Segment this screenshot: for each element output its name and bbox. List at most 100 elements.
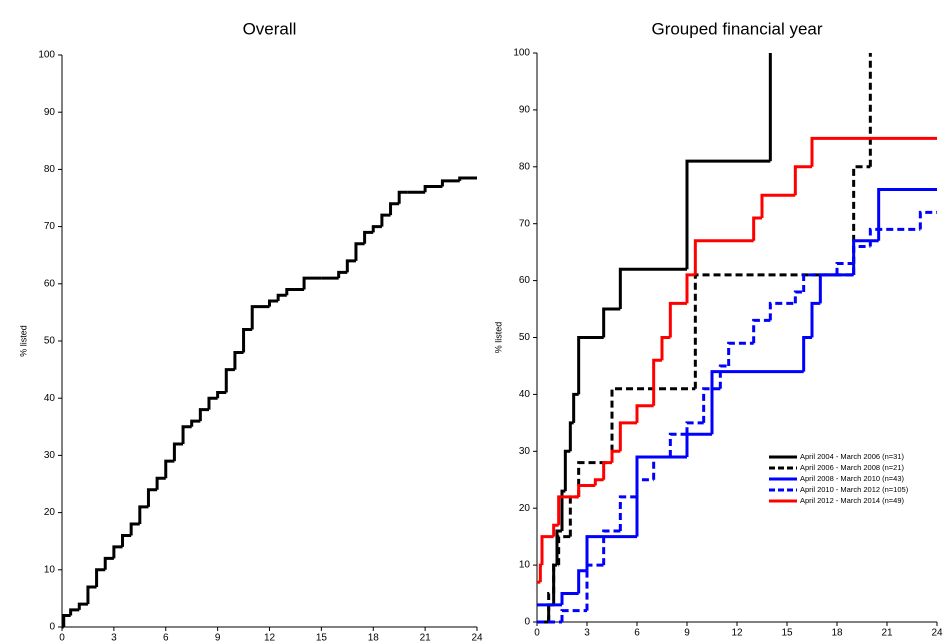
x-tick-label: 6 xyxy=(634,628,640,639)
step-segment xyxy=(685,432,712,457)
chart-title: Grouped financial year xyxy=(651,19,822,38)
x-tick-label: 9 xyxy=(215,633,221,642)
step-segment xyxy=(618,267,687,310)
step-segment xyxy=(577,569,587,594)
step-segment xyxy=(458,176,477,181)
step-segment xyxy=(668,301,687,338)
step-segment xyxy=(593,478,604,486)
y-tick-label: 30 xyxy=(519,446,531,457)
step-segment xyxy=(552,563,559,594)
y-tick-label: 40 xyxy=(519,389,531,400)
step-segment xyxy=(345,259,356,273)
step-segment xyxy=(354,242,365,261)
step-segment xyxy=(155,476,166,490)
step-segment xyxy=(190,419,201,427)
step-segment xyxy=(918,210,937,230)
step-segment xyxy=(635,478,654,497)
step-segment xyxy=(285,288,305,296)
y-tick-label: 40 xyxy=(44,393,56,404)
step-segment xyxy=(718,364,729,389)
step-segment xyxy=(793,165,812,196)
step-segment xyxy=(560,592,579,605)
y-tick-label: 50 xyxy=(519,332,531,343)
x-tick-label: 12 xyxy=(731,628,743,639)
step-segment xyxy=(103,556,114,570)
step-segment xyxy=(635,404,654,423)
step-segment xyxy=(337,270,348,279)
x-tick-label: 18 xyxy=(368,633,380,642)
step-segment xyxy=(768,301,796,321)
step-segment xyxy=(250,305,270,330)
step-segment xyxy=(793,290,804,304)
step-segment xyxy=(129,522,140,536)
step-segment xyxy=(371,225,382,233)
step-segment xyxy=(181,425,192,444)
step-segment xyxy=(618,421,637,452)
step-segment xyxy=(555,529,562,566)
step-segment xyxy=(693,239,737,275)
step-segment xyxy=(552,523,559,537)
y-axis-label: % listed xyxy=(18,325,28,357)
step-segment xyxy=(69,608,80,616)
x-tick-label: 3 xyxy=(111,633,117,642)
step-segment xyxy=(818,273,854,304)
legend-label: April 2010 - March 2012 (n=105) xyxy=(800,485,909,494)
y-tick-label: 20 xyxy=(519,503,531,514)
step-segment xyxy=(752,216,762,241)
step-segment xyxy=(380,213,391,227)
step-segment xyxy=(268,299,279,307)
step-segment xyxy=(660,336,671,361)
step-segment xyxy=(727,341,754,366)
step-segment xyxy=(710,370,804,435)
x-tick-label: 15 xyxy=(781,628,793,639)
x-tick-label: 12 xyxy=(264,633,276,642)
y-tick-label: 30 xyxy=(44,450,56,461)
step-segment xyxy=(557,535,571,566)
y-tick-label: 0 xyxy=(524,617,530,628)
step-segment xyxy=(852,239,879,275)
step-segment xyxy=(547,592,554,622)
step-segment xyxy=(233,350,244,370)
step-segment xyxy=(86,585,97,605)
legend-label: April 2006 - March 2008 (n=21) xyxy=(800,463,905,472)
step-segment xyxy=(198,408,209,422)
step-segment xyxy=(685,421,704,435)
step-segment xyxy=(164,459,175,479)
step-segment xyxy=(810,136,937,167)
y-tick-label: 20 xyxy=(44,507,56,518)
step-segment xyxy=(557,495,579,526)
y-tick-label: 100 xyxy=(513,48,530,59)
step-segment xyxy=(538,563,542,583)
step-segment xyxy=(121,533,132,547)
step-segment xyxy=(397,190,408,204)
step-segment xyxy=(835,262,854,275)
x-tick-label: 24 xyxy=(931,628,943,639)
step-segment xyxy=(440,179,460,187)
step-segment xyxy=(760,193,796,219)
step-segment xyxy=(585,563,604,611)
y-tick-label: 10 xyxy=(519,560,531,571)
y-tick-label: 60 xyxy=(44,278,56,289)
step-segment xyxy=(62,614,71,627)
step-segment xyxy=(540,535,554,566)
chart-title: Overall xyxy=(243,19,297,38)
step-segment xyxy=(602,461,612,480)
y-tick-label: 10 xyxy=(44,564,56,575)
step-segment xyxy=(138,505,149,525)
step-segment xyxy=(572,392,579,423)
step-segment xyxy=(276,293,287,301)
step-segment xyxy=(577,336,604,395)
legend-label: April 2008 - March 2010 (n=43) xyxy=(800,474,905,483)
step-segment xyxy=(242,328,253,353)
step-segment xyxy=(610,387,696,463)
x-tick-label: 21 xyxy=(881,628,893,639)
x-tick-label: 6 xyxy=(163,633,169,642)
step-segment xyxy=(172,442,184,462)
x-tick-label: 18 xyxy=(831,628,843,639)
step-segment xyxy=(423,185,443,193)
step-segment xyxy=(877,188,937,241)
step-segment xyxy=(752,318,771,344)
step-segment xyxy=(568,495,579,537)
step-segment xyxy=(685,273,696,304)
